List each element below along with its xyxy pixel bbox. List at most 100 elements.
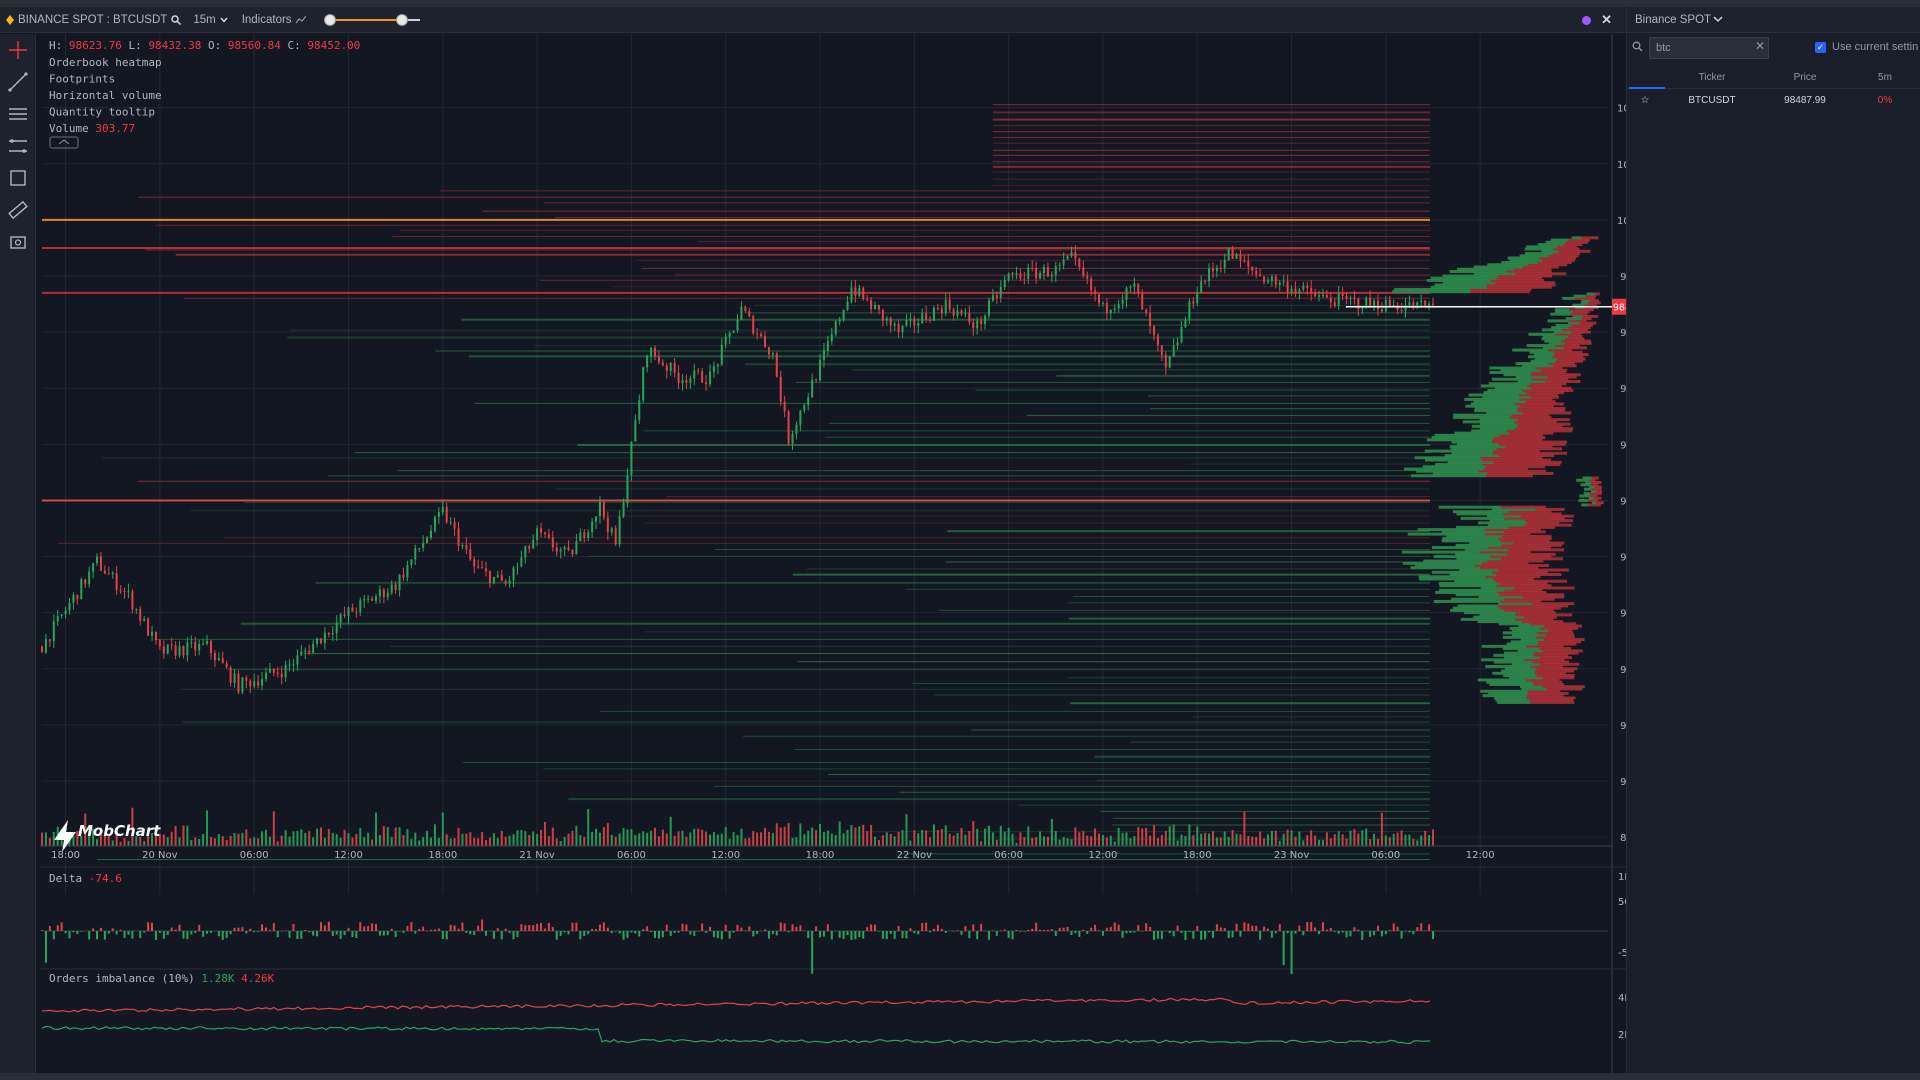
legend-volume[interactable]: Volume 303.77: [49, 122, 135, 135]
profile-buy-bar: [1431, 570, 1493, 574]
delta-bar: [64, 931, 67, 934]
candle-body: [292, 664, 295, 666]
volume-bar: [296, 830, 299, 846]
rectangle-icon[interactable]: [6, 166, 30, 190]
volume-bar: [1424, 830, 1427, 846]
table-row[interactable]: ☆ BTCUSDT 98487.99 0%: [1627, 89, 1920, 111]
volume-bar: [1196, 826, 1199, 846]
range-slider-start-handle[interactable]: [323, 13, 336, 26]
delta-bar: [430, 929, 433, 931]
trend-line-icon[interactable]: [6, 70, 30, 94]
candle-body: [618, 516, 621, 545]
volume-bar: [913, 830, 916, 846]
legend-item[interactable]: Quantity tooltip: [49, 106, 155, 119]
profile-buy-bar: [1410, 474, 1487, 478]
profile-sell-bar: [1568, 319, 1587, 323]
chart-toolbar: BINANCE SPOT : BTCUSDT 15m Indicators ✕: [0, 7, 1626, 33]
drawing-tools-sidebar: [0, 34, 36, 1073]
candle-body: [1168, 356, 1171, 368]
fib-levels-icon[interactable]: [6, 134, 30, 158]
screenshot-icon[interactable]: [6, 230, 30, 254]
volume-bar: [1090, 836, 1093, 846]
candle-body: [736, 319, 739, 331]
profile-sell-bar: [1499, 442, 1566, 446]
star-icon[interactable]: ☆: [1640, 94, 1650, 106]
time-axis[interactable]: 18:00 20 Nov 06:00 12:00 18:00 21 Nov 06:00 12:…: [40, 845, 1612, 861]
volume-bar: [606, 823, 609, 846]
ticker-search-input[interactable]: [1649, 37, 1769, 59]
volume-bar: [398, 827, 401, 846]
profile-sell-bar: [1499, 606, 1561, 610]
profile-sell-bar: [1486, 575, 1541, 579]
profile-buy-bar: [1506, 642, 1539, 646]
profile-sell-bar: [1595, 496, 1602, 500]
candle-body: [1290, 288, 1293, 293]
profile-sell-bar: [1555, 344, 1580, 348]
crosshair-icon[interactable]: [6, 38, 30, 62]
candle-body: [1235, 254, 1238, 259]
close-icon[interactable]: ✕: [1601, 12, 1612, 27]
profile-buy-bar: [1424, 449, 1494, 453]
candle-body: [540, 528, 543, 533]
profile-buy-bar: [1547, 319, 1569, 323]
delta-bar: [1196, 926, 1199, 931]
timeframe-selector[interactable]: 15m: [193, 7, 228, 33]
profile-sell-bar: [1538, 640, 1581, 644]
delta-bar: [622, 931, 625, 940]
profile-sell-bar: [1530, 700, 1575, 704]
profile-sell-bar: [1526, 696, 1576, 700]
indicators-button[interactable]: Indicators: [242, 7, 306, 33]
volume-bar: [1388, 837, 1391, 846]
price-tick-label: 98000.00: [1620, 328, 1626, 339]
profile-sell-bar: [1557, 245, 1578, 249]
profile-sell-bar: [1488, 546, 1552, 550]
profile-sell-bar: [1518, 393, 1558, 397]
column-header-change[interactable]: 5m: [1878, 72, 1892, 83]
volume-bar: [634, 834, 637, 846]
legend-item[interactable]: Horizontal volume: [49, 89, 162, 102]
range-slider-end-handle[interactable]: [395, 13, 408, 26]
delta-bar: [909, 928, 912, 931]
price-axis[interactable]: 102000.00101000.00100000.0099000.0098000…: [1612, 104, 1626, 844]
candle-body: [767, 347, 770, 355]
symbol-selector[interactable]: BINANCE SPOT : BTCUSDT: [6, 7, 182, 33]
delta-bar: [598, 924, 601, 931]
legend-item[interactable]: Orderbook heatmap: [49, 56, 162, 69]
clear-search-icon[interactable]: ✕: [1755, 39, 1766, 53]
volume-bar: [1380, 812, 1383, 846]
column-header-ticker[interactable]: Ticker: [1698, 72, 1726, 83]
volume-bar: [1031, 837, 1034, 846]
profile-buy-bar: [1477, 678, 1527, 682]
candle-body: [473, 559, 476, 567]
profile-buy-bar: [1480, 689, 1529, 693]
profile-sell-bar: [1485, 465, 1545, 469]
delta-bar: [245, 931, 248, 934]
candle-body: [264, 672, 267, 680]
legend-item[interactable]: Footprints: [49, 73, 115, 86]
candle-body: [1090, 278, 1093, 291]
profile-buy-bar: [1528, 332, 1556, 336]
candle-body: [323, 632, 326, 644]
volume-bar: [1306, 835, 1309, 846]
volume-bar: [905, 814, 908, 846]
volume-bar: [987, 825, 990, 846]
candle-body: [838, 319, 841, 322]
profile-buy-bar: [1492, 671, 1535, 675]
delta-bar: [374, 923, 377, 931]
horizontal-lines-icon[interactable]: [6, 102, 30, 126]
collapse-legend-button[interactable]: [49, 136, 79, 149]
use-current-settings-checkbox[interactable]: ✓ Use current settin: [1815, 41, 1918, 53]
volume-bar: [854, 827, 857, 846]
candle-body: [64, 610, 67, 615]
profile-sell-bar: [1530, 665, 1563, 669]
ruler-icon[interactable]: [6, 198, 30, 222]
exchange-selector[interactable]: Binance SPOT: [1627, 7, 1920, 33]
profile-sell-bar: [1527, 691, 1569, 695]
column-header-price[interactable]: Price: [1793, 72, 1817, 83]
profile-buy-bar: [1529, 350, 1555, 354]
candle-body: [1412, 302, 1415, 308]
chart-canvas[interactable]: 102000.00101000.00100000.0099000.0098000…: [40, 34, 1626, 1073]
range-slider[interactable]: [323, 7, 424, 33]
profile-sell-bar: [1553, 247, 1580, 251]
profile-buy-bar: [1517, 649, 1543, 653]
